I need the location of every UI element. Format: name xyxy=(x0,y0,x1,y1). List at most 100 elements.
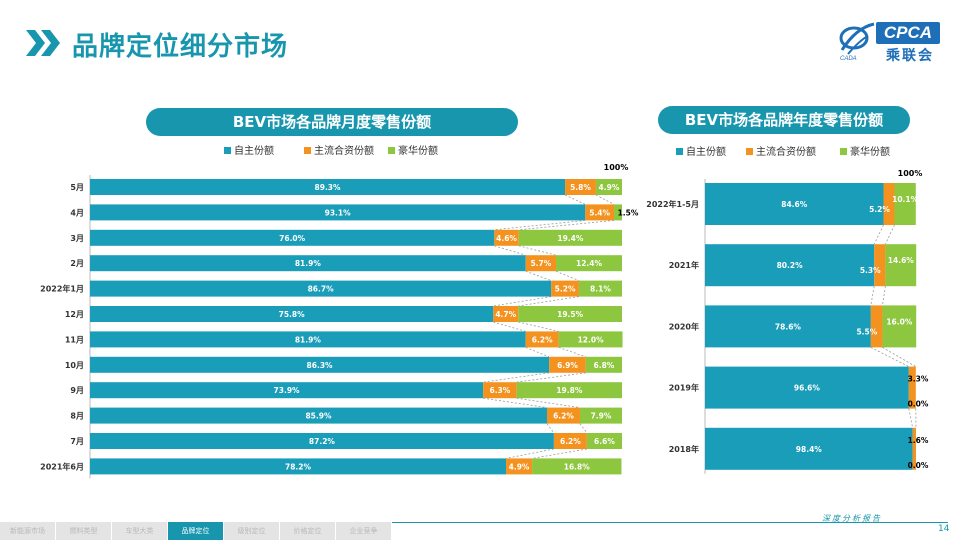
bar-1-8 xyxy=(483,382,517,399)
bar-2-2 xyxy=(518,229,622,246)
value-label-2-10: 6.6% xyxy=(594,437,615,446)
bar-1-3 xyxy=(525,255,557,272)
value-label-1-4: 5.2% xyxy=(555,285,576,294)
value-label-2-2: 19.4% xyxy=(557,234,584,243)
connector-0-7 xyxy=(483,372,550,383)
category-label-0: 5月 xyxy=(70,183,84,192)
bar-0-3 xyxy=(90,255,526,272)
value-label-2-9: 7.9% xyxy=(591,412,612,421)
connector-0-0 xyxy=(873,224,884,245)
bar-1-5 xyxy=(493,306,519,322)
monthly-chart-title: BEV市场各品牌月度零售份额 xyxy=(146,108,518,136)
connector-1-4 xyxy=(518,296,579,307)
value-label-0-0: 84.6% xyxy=(781,200,808,209)
nav-tab-vehicle-class[interactable]: 车型大类 xyxy=(112,522,168,540)
value-label-2-8: 19.8% xyxy=(556,386,583,395)
yearly-share-chart: 自主份额 主流合资份额 豪华份额 100% 2022年1-5月 84.6% 5.2%10.1… xyxy=(646,145,929,474)
legend-swatch-2 xyxy=(388,147,395,154)
connector-1-3 xyxy=(555,270,580,281)
bar-2-0 xyxy=(894,183,916,225)
value-label-1-9: 6.2% xyxy=(553,412,574,421)
bar-1-4 xyxy=(551,280,579,297)
legend-label-0: 自主份额 xyxy=(234,144,274,157)
value-label-2-4: 0.0% xyxy=(908,461,929,470)
connector-0-10 xyxy=(505,448,554,459)
page-number: 14 xyxy=(938,524,950,534)
value-label-1-0: 5.2% xyxy=(869,205,890,214)
connector-0-1 xyxy=(494,220,586,231)
logo-text: CPCA xyxy=(876,22,940,44)
bar-2-9 xyxy=(579,407,622,424)
value-label-0-2: 76.0% xyxy=(279,234,306,243)
bar-1-3 xyxy=(908,366,916,409)
bar-0-5 xyxy=(90,306,494,322)
connector-1-0 xyxy=(595,194,615,205)
bar-1-2 xyxy=(870,305,883,348)
bar-0-9 xyxy=(90,407,547,424)
nav-tab-segment[interactable]: 级别定位 xyxy=(224,522,280,540)
value-label-2-3: 0.0% xyxy=(908,400,929,409)
value-label-1-6: 6.2% xyxy=(532,335,553,344)
bar-2-3 xyxy=(556,255,622,272)
bar-1-6 xyxy=(525,331,559,348)
category-label-8: 9月 xyxy=(70,386,84,395)
legend-label-2: 豪华份额 xyxy=(398,144,438,157)
category-label-7: 10月 xyxy=(65,361,84,370)
value-label-1-1: 5.4% xyxy=(589,208,610,217)
legend-swatch-1 xyxy=(304,147,311,154)
value-label-2-5: 19.5% xyxy=(557,310,584,319)
value-label-2-1: 14.6% xyxy=(888,256,915,265)
category-label-4: 2022年1月 xyxy=(40,284,84,294)
value-label-2-11: 16.8% xyxy=(564,462,591,471)
connector-1-1 xyxy=(882,286,886,306)
connector-1-7 xyxy=(516,372,586,383)
value-label-0-9: 85.9% xyxy=(305,412,332,421)
bar-0-3 xyxy=(705,366,909,409)
bar-0-0 xyxy=(705,183,884,225)
connector-0-0 xyxy=(564,194,586,205)
logo-sub: CADA xyxy=(840,56,857,62)
bottom-nav: 新能源市场 燃料类型 车型大类 品牌定位 级别定位 价格定位 企业竞争 xyxy=(0,522,392,540)
nav-tab-fuel-type[interactable]: 燃料类型 xyxy=(56,522,112,540)
legend-swatch-2 xyxy=(840,148,847,155)
connector-0-9 xyxy=(546,423,555,434)
footer-text: 深度分析报告 xyxy=(822,514,882,523)
cpca-wing-icon xyxy=(839,22,875,55)
value-label-0-1: 80.2% xyxy=(777,261,804,270)
bar-0-10 xyxy=(90,433,554,449)
nav-tab-competition[interactable]: 企业竞争 xyxy=(336,522,392,540)
top-100-label: 100% xyxy=(898,169,923,178)
nav-tab-brand-position[interactable]: 品牌定位 xyxy=(168,522,224,540)
connector-1-9 xyxy=(579,423,588,434)
category-label-5: 12月 xyxy=(65,310,84,319)
bar-1-0 xyxy=(565,179,596,195)
bar-2-1 xyxy=(614,204,622,221)
value-label-0-11: 78.2% xyxy=(285,462,312,471)
value-label-1-5: 4.7% xyxy=(495,310,516,319)
bar-2-7 xyxy=(585,356,622,373)
category-label-1: 2021年 xyxy=(669,260,699,270)
category-label-11: 2021年6月 xyxy=(40,461,84,471)
value-label-1-8: 6.3% xyxy=(489,386,510,395)
value-label-2-4: 8.1% xyxy=(590,285,611,294)
category-label-2: 3月 xyxy=(70,234,84,243)
connector-1-0 xyxy=(885,224,895,245)
value-label-1-4: 1.6% xyxy=(908,436,929,445)
bar-0-2 xyxy=(705,305,871,348)
connector-1-1 xyxy=(518,220,615,231)
category-label-10: 7月 xyxy=(70,437,84,446)
nav-tab-new-energy[interactable]: 新能源市场 xyxy=(0,522,56,540)
bar-1-10 xyxy=(553,433,587,449)
bar-2-6 xyxy=(558,331,623,348)
connector-1-6 xyxy=(558,347,586,358)
footer-line xyxy=(392,522,948,523)
bar-1-9 xyxy=(546,407,580,424)
value-label-2-3: 12.4% xyxy=(576,259,603,268)
legend-label-0: 自主份额 xyxy=(686,145,726,158)
connector-1-8 xyxy=(516,397,581,408)
nav-tab-price[interactable]: 价格定位 xyxy=(280,522,336,540)
bar-1-1 xyxy=(874,244,886,287)
value-label-2-2: 16.0% xyxy=(886,317,913,326)
bar-2-4 xyxy=(578,280,622,297)
legend-label-1: 主流合资份额 xyxy=(314,144,374,157)
